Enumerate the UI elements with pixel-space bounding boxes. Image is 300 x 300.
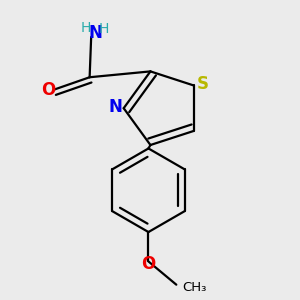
Text: O: O: [141, 255, 156, 273]
Text: N: N: [108, 98, 122, 116]
Text: S: S: [196, 75, 208, 93]
Text: H: H: [99, 22, 110, 36]
Text: CH₃: CH₃: [182, 281, 207, 294]
Text: O: O: [41, 81, 56, 99]
Text: H: H: [80, 21, 91, 35]
Text: N: N: [89, 24, 103, 42]
